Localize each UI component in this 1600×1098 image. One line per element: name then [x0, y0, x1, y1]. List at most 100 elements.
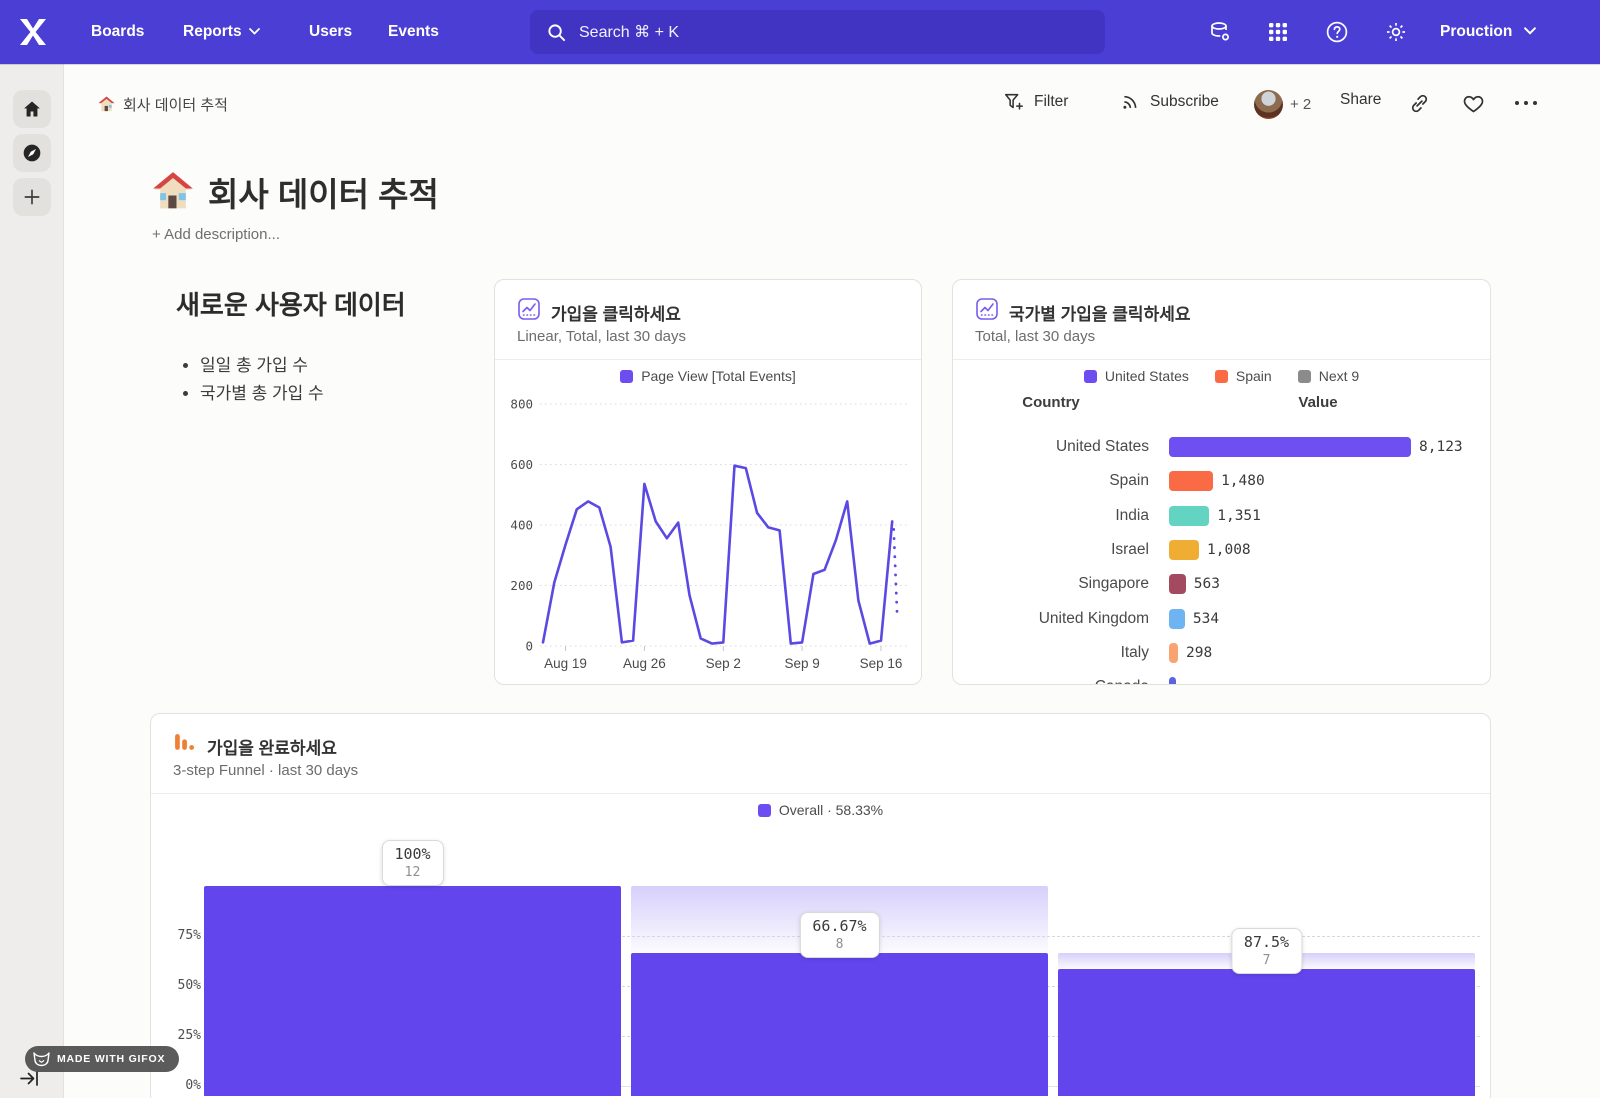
funnel-bar[interactable]	[1058, 969, 1475, 1096]
help-icon[interactable]	[1325, 20, 1349, 44]
country-bar[interactable]	[1169, 608, 1185, 629]
funnel-step-pct: 87.5%	[1243, 933, 1290, 952]
nav-item-users[interactable]: Users	[309, 23, 353, 40]
home-icon	[24, 101, 40, 117]
favorite-heart-icon[interactable]	[1462, 92, 1485, 115]
page-title[interactable]: 회사 데이터 추적	[152, 168, 439, 216]
collaborator-avatar[interactable]	[1254, 90, 1283, 119]
funnel-step-badge[interactable]: 66.67% 8	[799, 911, 880, 958]
breadcrumb[interactable]: 회사 데이터 추적	[98, 94, 228, 115]
add-description-field[interactable]: + Add description...	[152, 226, 280, 243]
country-label: Israel	[1111, 541, 1149, 559]
chart-legend[interactable]: Overall · 58.33%	[151, 802, 1490, 818]
svg-text:400: 400	[510, 518, 533, 533]
plus-icon	[24, 189, 40, 205]
card-title[interactable]: 가입을 완료하세요	[207, 739, 337, 758]
country-label: India	[1115, 506, 1149, 524]
country-row[interactable]: Singapore 563	[953, 567, 1490, 601]
text-tile-heading: 새로운 사용자 데이터	[176, 290, 406, 320]
svg-text:Sep 9: Sep 9	[784, 656, 819, 671]
settings-gear-icon[interactable]	[1384, 20, 1408, 44]
funnel-card[interactable]: 가입을 완료하세요 3-step Funnel · last 30 days O…	[150, 713, 1491, 1098]
apps-grid-icon[interactable]	[1266, 20, 1290, 44]
line-chart-plot[interactable]: 0 200 400 600 800 Aug 19 Aug 26 Sep 2 Sep 9 Sep 1…	[503, 392, 915, 684]
country-row[interactable]: Spain 1,480	[953, 464, 1490, 498]
project-name: Prouction	[1440, 23, 1513, 40]
card-subtitle: Linear, Total, last 30 days	[517, 328, 686, 345]
legend-swatch	[1297, 369, 1311, 383]
subscribe-button[interactable]: Subscribe	[1120, 91, 1219, 112]
country-row[interactable]: United States 8,123	[953, 430, 1490, 464]
page-title-text: 회사 데이터 추적	[208, 176, 439, 213]
copy-link-icon[interactable]	[1408, 92, 1431, 115]
card-title[interactable]: 가입을 클릭하세요	[551, 305, 681, 324]
chart-legend[interactable]: United States Spain Next 9	[953, 368, 1490, 384]
country-bar[interactable]	[1169, 540, 1200, 561]
country-label: Italy	[1120, 643, 1149, 661]
country-label: Canada	[953, 678, 1149, 684]
svg-text:600: 600	[510, 457, 533, 472]
home-button[interactable]	[13, 90, 51, 128]
country-bar[interactable]	[1169, 642, 1178, 663]
discover-button[interactable]	[13, 134, 51, 172]
funnel-step-count: 8	[835, 936, 844, 952]
country-rows: United States 8,123 Spain 1,480 India 1,351 Is…	[953, 430, 1490, 684]
filter-icon	[1004, 93, 1024, 110]
column-header-country: Country	[1022, 394, 1080, 411]
nav-item-events[interactable]: Events	[388, 23, 439, 40]
nav-item-reports[interactable]: Reports	[183, 0, 260, 64]
country-bar[interactable]	[1169, 574, 1186, 595]
divider	[151, 793, 1490, 794]
svg-text:Aug 19: Aug 19	[544, 656, 587, 671]
data-management-icon[interactable]	[1208, 20, 1232, 44]
country-row[interactable]: Israel 1,008	[953, 533, 1490, 567]
card-title[interactable]: 국가별 가입을 클릭하세요	[1009, 305, 1191, 324]
svg-text:800: 800	[510, 397, 533, 412]
country-value: 534	[1192, 610, 1220, 627]
line-chart-card[interactable]: 가입을 클릭하세요 Linear, Total, last 30 days Pa…	[494, 279, 922, 685]
fox-icon	[33, 1051, 50, 1066]
country-bar[interactable]	[1169, 677, 1176, 684]
legend-swatch	[757, 803, 771, 817]
collapse-sidebar-icon[interactable]	[20, 1071, 40, 1086]
country-bar[interactable]	[1169, 471, 1214, 492]
legend-label: Overall · 58.33%	[778, 802, 884, 818]
country-row[interactable]: United Kingdom 534	[953, 601, 1490, 635]
chart-legend[interactable]: Page View [Total Events]	[495, 368, 921, 384]
search-placeholder: Search ⌘ + K	[579, 24, 680, 41]
country-value: 298	[1186, 644, 1213, 661]
search-icon	[548, 23, 566, 41]
share-label: Share	[1340, 91, 1382, 108]
funnel-y-tick: 25%	[177, 1028, 201, 1043]
country-bar-card[interactable]: 국가별 가입을 클릭하세요 Total, last 30 days United…	[952, 279, 1491, 685]
search-input[interactable]: Search ⌘ + K	[530, 10, 1105, 54]
funnel-bar[interactable]	[204, 886, 621, 1096]
country-bar[interactable]	[1169, 437, 1411, 458]
filter-button[interactable]: Filter	[1003, 91, 1068, 113]
collaborators-more[interactable]: + 2	[1290, 96, 1312, 113]
funnel-bar[interactable]	[631, 952, 1048, 1096]
country-row[interactable]: Italy 298	[953, 636, 1490, 670]
add-board-button[interactable]	[13, 178, 51, 216]
mixpanel-logo-icon[interactable]	[17, 16, 49, 48]
country-bar[interactable]	[1169, 505, 1210, 526]
country-row[interactable]: Canada	[953, 670, 1490, 684]
gifox-badge: MADE WITH GIFOX	[25, 1046, 180, 1072]
legend-swatch	[620, 369, 634, 383]
line-chart-icon	[518, 298, 540, 320]
house-emoji-icon	[153, 172, 193, 209]
nav-item-reports-label: Reports	[183, 23, 242, 40]
nav-item-boards[interactable]: Boards	[91, 23, 145, 40]
country-row[interactable]: India 1,351	[953, 499, 1490, 533]
funnel-step-badge[interactable]: 100% 12	[381, 840, 444, 886]
share-button[interactable]: Share	[1340, 91, 1381, 109]
project-switcher[interactable]: Prouction	[1440, 0, 1537, 64]
more-options-icon[interactable]	[1514, 100, 1538, 106]
funnel-plot[interactable]: 75% 50% 25% 0% 100% 12 66.67% 8 87.5% 7	[151, 824, 1490, 1098]
country-label: United Kingdom	[1038, 609, 1149, 627]
compass-icon	[23, 144, 41, 162]
text-tile[interactable]: 새로운 사용자 데이터 일일 총 가입 수 국가별 총 가입 수	[176, 285, 476, 408]
top-nav: Boards Reports Users Events Search ⌘ + K	[0, 0, 1600, 64]
funnel-step-badge[interactable]: 87.5% 7	[1230, 928, 1303, 975]
